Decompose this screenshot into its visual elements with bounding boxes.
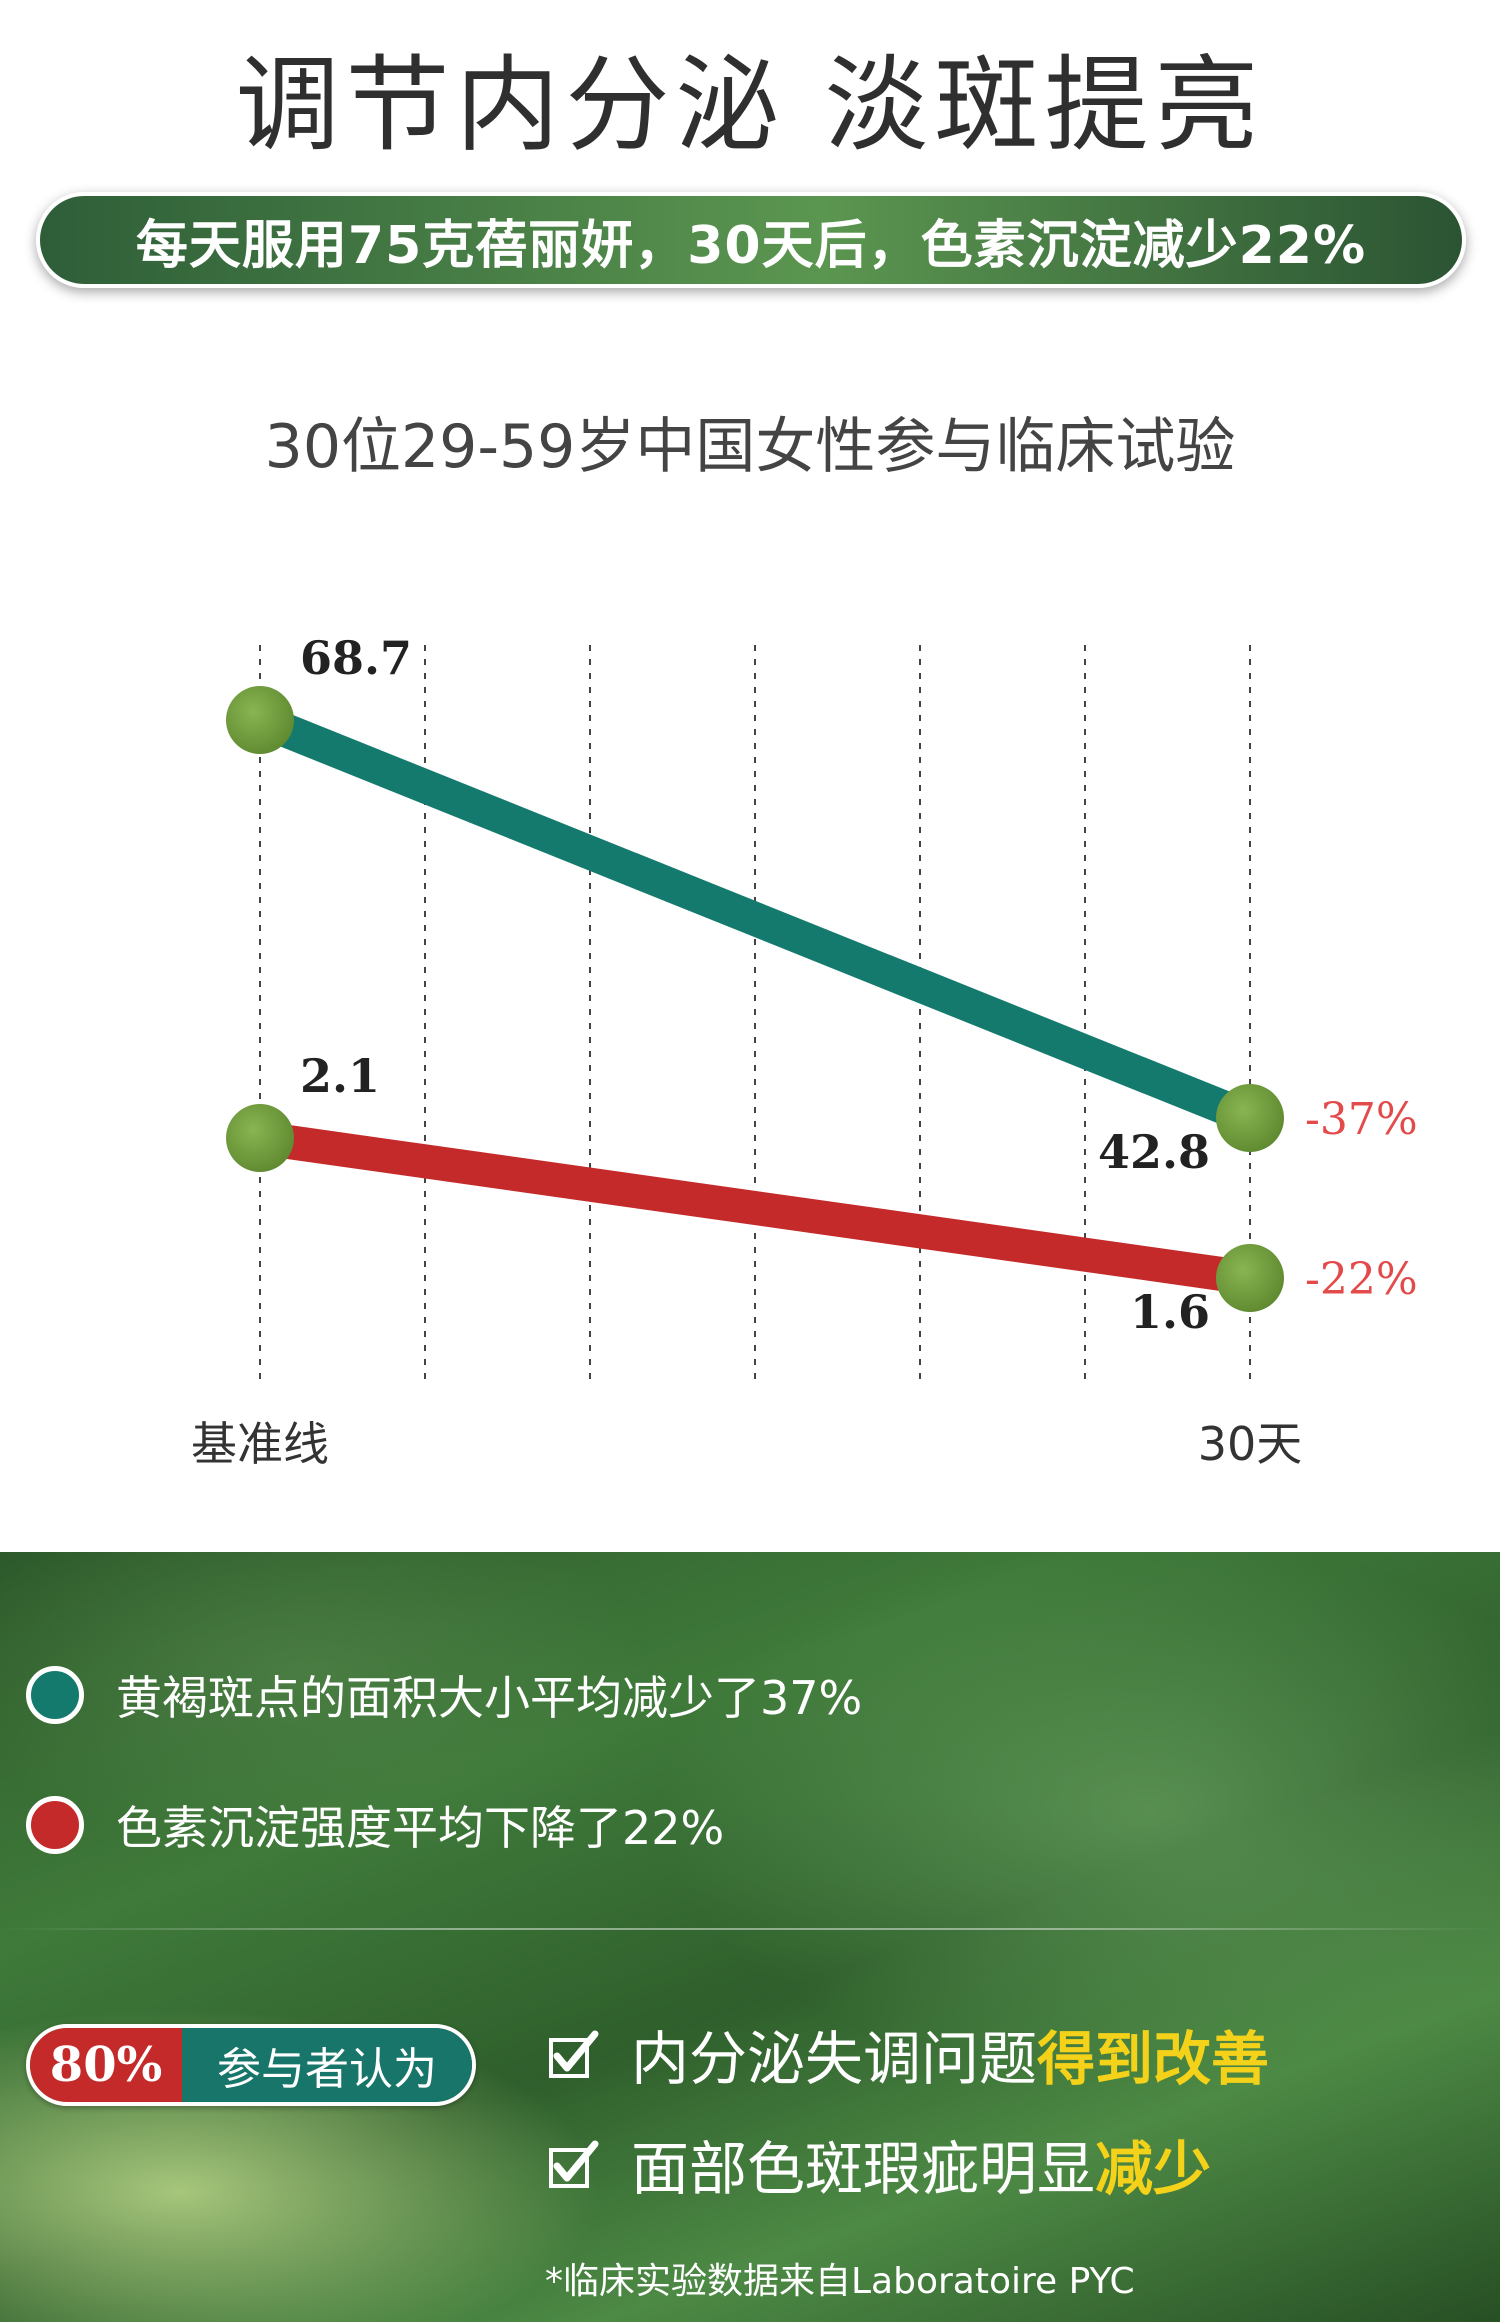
page-title: 调节内分泌 淡斑提亮 [235, 44, 1265, 166]
data-label: 2.1 [300, 1049, 380, 1103]
survey-item-highlight: 减少 [1095, 2135, 1212, 2203]
data-label: 1.6 [1130, 1285, 1210, 1339]
legend-dot-teal [26, 1666, 84, 1724]
survey-item-text: 面部色斑瑕疵明显减少 [631, 2122, 1211, 2206]
banner-text: 每天服用75克蓓丽妍，30天后，色素沉淀减少22% [135, 215, 1367, 276]
survey-badge: 80% 参与者认为 [26, 2024, 476, 2106]
change-label: -37% [1305, 1094, 1418, 1145]
footnote: *临床实验数据来自Laboratoire PYC [545, 2261, 1135, 2302]
checkbox-checked-icon [549, 2030, 599, 2078]
survey-item: 内分泌失调问题得到改善 [545, 2012, 1269, 2096]
results-panel: 黄褐斑点的面积大小平均减少了37% 色素沉淀强度平均下降了22% 80% 参与者… [0, 1552, 1500, 2322]
legend-label: 色素沉淀强度平均下降了22% [116, 1801, 725, 1855]
legend-dot-red [26, 1796, 84, 1854]
survey-item-plain: 面部色斑瑕疵明显 [631, 2135, 1096, 2203]
data-point-marker [1216, 1244, 1284, 1312]
survey-percent: 80% [30, 2028, 182, 2102]
data-label: 68.7 [300, 631, 412, 685]
survey-item-highlight: 得到改善 [1037, 2025, 1270, 2093]
data-label: 42.8 [1098, 1125, 1210, 1179]
divider [0, 1928, 1500, 1930]
legend-item-area: 黄褐斑点的面积大小平均减少了37% [26, 1662, 862, 1728]
change-label: -22% [1305, 1254, 1418, 1305]
legend-item-intensity: 色素沉淀强度平均下降了22% [26, 1792, 724, 1858]
checkbox-checked-icon [549, 2140, 599, 2188]
survey-item-text: 内分泌失调问题得到改善 [631, 2012, 1269, 2096]
survey-item: 面部色斑瑕疵明显减少 [545, 2122, 1211, 2206]
data-point-marker [1216, 1084, 1284, 1152]
series-line [257, 1121, 1253, 1295]
legend-label: 黄褐斑点的面积大小平均减少了37% [116, 1671, 863, 1725]
data-labels: 68.7 42.8 -37% 2.1 1.6 -22% 基准线 30天 [191, 631, 1418, 1471]
line-chart: 68.7 42.8 -37% 2.1 1.6 -22% 基准线 30天 [191, 631, 1418, 1471]
x-tick-label: 30天 [1198, 1417, 1303, 1471]
data-point-marker [226, 1104, 294, 1172]
survey-item-plain: 内分泌失调问题 [631, 2025, 1038, 2093]
series-line [253, 704, 1257, 1134]
data-point-marker [226, 686, 294, 754]
series-markers [226, 686, 1284, 1312]
x-tick-label: 基准线 [191, 1417, 329, 1471]
headline-banner: 每天服用75克蓓丽妍，30天后，色素沉淀减少22% [36, 192, 1466, 288]
series-lines [253, 704, 1257, 1295]
survey-label: 参与者认为 [182, 2028, 472, 2102]
trial-subtitle: 30位29-59岁中国女性参与临床试验 [264, 412, 1236, 482]
